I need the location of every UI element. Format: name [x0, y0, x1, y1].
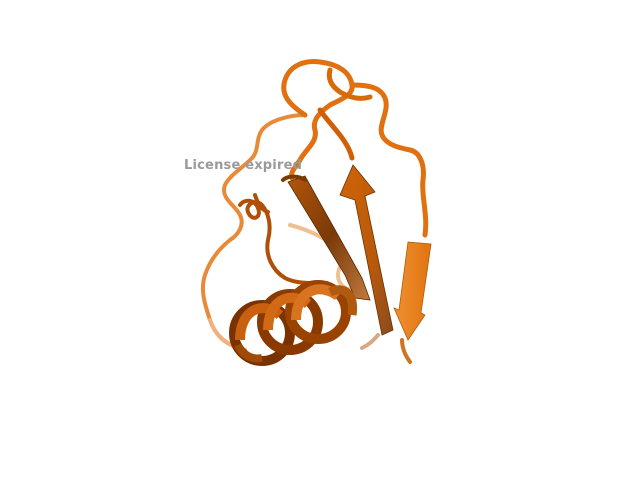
small-loop	[238, 193, 332, 287]
alpha-helix	[229, 280, 358, 366]
beta-strand-3	[393, 241, 432, 364]
beta-strand-2	[339, 164, 394, 350]
beta-strand-1	[281, 174, 371, 301]
top-loop	[281, 59, 429, 238]
license-watermark: License expired	[184, 158, 303, 173]
